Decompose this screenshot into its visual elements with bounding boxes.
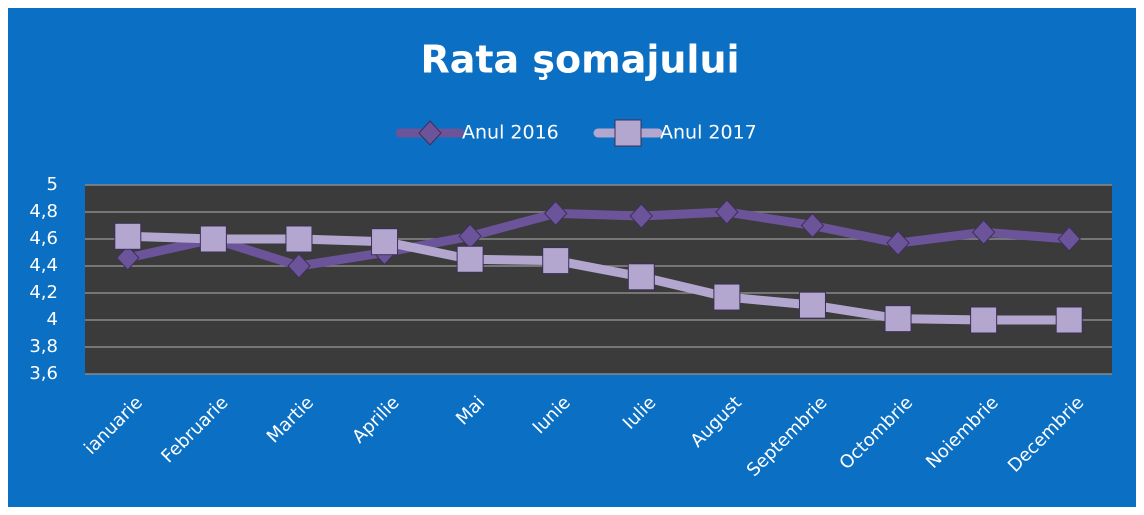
y-tick-label: 4,6 [29, 228, 58, 249]
marker [199, 225, 227, 253]
series-line [127, 231, 1070, 325]
marker [285, 225, 313, 253]
marker [116, 245, 140, 271]
marker [614, 119, 642, 147]
marker [627, 263, 655, 291]
y-tick-label: 4,8 [29, 201, 58, 222]
marker [886, 230, 910, 256]
y-tick-label: 4,2 [29, 282, 58, 303]
marker [970, 306, 998, 334]
marker [1055, 306, 1083, 334]
y-tick-label: 3,6 [29, 363, 58, 384]
marker [544, 200, 568, 227]
marker [713, 283, 741, 311]
chart-title: Rata şomajului [420, 38, 739, 82]
y-tick-label: 4,4 [29, 255, 58, 276]
marker [884, 305, 912, 333]
legend-label: Anul 2017 [660, 122, 757, 144]
marker [371, 228, 399, 256]
marker [800, 212, 825, 239]
marker [287, 253, 311, 279]
y-tick-label: 3,8 [29, 336, 58, 357]
series-line [126, 207, 1070, 271]
marker [629, 203, 653, 229]
marker [542, 247, 570, 275]
marker [798, 291, 826, 319]
y-tick-label: 4 [47, 309, 58, 330]
y-tick-label: 5 [47, 174, 58, 195]
marker [456, 245, 484, 273]
marker [715, 199, 739, 225]
legend-label: Anul 2016 [462, 122, 559, 144]
marker [1057, 226, 1081, 252]
marker [971, 219, 996, 245]
marker [418, 120, 442, 146]
marker [114, 222, 142, 250]
